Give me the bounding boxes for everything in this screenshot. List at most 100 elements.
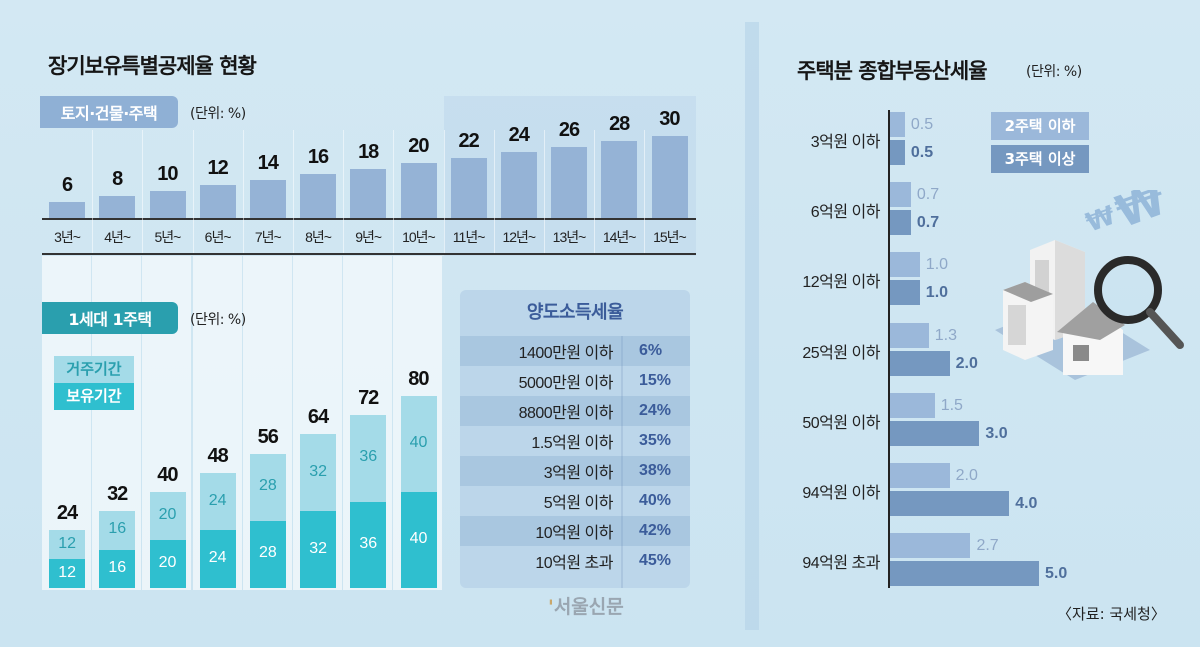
column-gridline <box>293 130 294 253</box>
column-gridline <box>192 130 194 253</box>
top-bar-value-label: 14 <box>257 151 279 174</box>
top-tick-label: 4년~ <box>104 229 131 245</box>
house-icon <box>1057 302 1125 375</box>
top-tick-label: 14년~ <box>602 229 637 245</box>
residence-period-bar <box>149 492 186 540</box>
holding-period-bar <box>199 530 236 588</box>
top-bar-value-label: 10 <box>157 162 178 185</box>
source-note: 〈자료: 국세청〉 <box>1057 605 1166 623</box>
three-houses-bar <box>890 210 911 236</box>
residence-period-bar <box>99 511 136 550</box>
two-houses-bar <box>890 392 935 418</box>
top-tick-label: 5년~ <box>154 229 181 245</box>
two-houses-value: 1.0 <box>925 256 949 274</box>
top-bar-value-label: 26 <box>558 118 580 141</box>
column-gridline <box>343 130 345 253</box>
tax-rate: 42% <box>639 522 672 539</box>
residence-period-bar <box>49 530 86 560</box>
column-gridline <box>594 130 596 253</box>
holding-value-label: 20 <box>158 554 177 571</box>
table-row: 10억원 초과 45% <box>460 546 690 576</box>
tax-bracket: 8800만원 이하 <box>518 405 614 422</box>
top-bar <box>400 163 437 218</box>
top-bar <box>350 168 387 218</box>
left-title: 장기보유특별공제율 현황 <box>48 54 257 78</box>
total-value-label: 48 <box>207 444 228 467</box>
table-row: 5억원 이하 40% <box>460 486 690 516</box>
tax-rate: 35% <box>639 432 672 449</box>
tax-rate: 15% <box>639 372 672 389</box>
three-houses-bar <box>890 350 950 376</box>
tax-bracket: 1.5억원 이하 <box>531 435 613 452</box>
holding-value-label: 40 <box>409 530 428 547</box>
two-houses-bar <box>890 182 911 208</box>
holding-period-bar <box>400 492 437 588</box>
top-bar <box>99 196 136 218</box>
tax-rate: 45% <box>639 552 672 569</box>
three-houses-value: 1.0 <box>925 284 949 302</box>
legend-residence: 거주기간 <box>54 356 134 383</box>
hbar-category-label: 3억원 이하 <box>810 134 881 151</box>
holding-value-label: 16 <box>108 558 127 576</box>
residence-value-label: 32 <box>309 462 327 480</box>
top-bar <box>651 136 688 218</box>
two-houses-bar <box>890 252 920 278</box>
top-bar <box>450 157 487 218</box>
hbar-category-label: 50억원 이하 <box>802 414 880 432</box>
residence-value-label: 36 <box>359 448 378 466</box>
legend-holding: 보유기간 <box>54 383 134 410</box>
h-axis-line <box>888 110 890 588</box>
magnifier-icon <box>1094 256 1184 349</box>
bottom-unit-label: (단위: %) <box>190 312 246 328</box>
tax-rate: 24% <box>639 402 672 419</box>
top-bar <box>300 174 337 218</box>
residence-value-label: 12 <box>58 534 76 552</box>
two-houses-bar <box>890 463 950 488</box>
hbar-category-label: 12억원 이하 <box>802 274 880 292</box>
top-bar <box>601 141 638 218</box>
top-bar-value-label: 8 <box>112 168 123 191</box>
column-gridline <box>242 130 244 253</box>
residence-value-label: 20 <box>158 506 177 523</box>
top-unit-label: (단위: %) <box>190 106 246 122</box>
top-bar-value-label: 28 <box>609 113 630 136</box>
top-tick-label: 10년~ <box>402 229 436 245</box>
table-row: 1.5억원 이하 35% <box>460 426 690 456</box>
table-row: 1400만원 이하 6% <box>460 336 690 366</box>
total-value-label: 56 <box>257 425 279 448</box>
quote-mark-icon: ' <box>548 596 554 618</box>
three-houses-bar <box>890 561 1039 587</box>
top-bar-value-label: 24 <box>508 124 530 147</box>
top-bar <box>500 152 537 218</box>
top-tick-label: 8년~ <box>305 229 332 245</box>
top-bar-value-label: 18 <box>358 140 379 163</box>
residence-period-bar <box>300 434 337 512</box>
holding-value-label: 12 <box>58 563 76 581</box>
two-houses-value: 2.7 <box>976 537 999 555</box>
holding-value-label: 32 <box>309 539 327 557</box>
residence-value-label: 40 <box>409 434 428 451</box>
tax-bracket: 5억원 이하 <box>543 495 614 512</box>
tax-bracket: 1400만원 이하 <box>518 345 614 362</box>
three-houses-bar <box>890 140 905 165</box>
table-row: 3억원 이하 38% <box>460 456 690 486</box>
holding-value-label: 24 <box>208 549 227 567</box>
holding-value-label: 28 <box>258 544 277 562</box>
top-bar-value-label: 6 <box>61 173 73 196</box>
tax-bracket: 10억원 이하 <box>535 525 613 542</box>
table-row: 10억원 이하 42% <box>460 516 690 546</box>
total-value-label: 72 <box>358 387 379 410</box>
two-houses-value: 0.5 <box>910 116 934 133</box>
top-bar-value-label: 22 <box>458 129 479 152</box>
top-bar <box>149 190 186 218</box>
total-value-label: 64 <box>307 406 329 429</box>
top-bar <box>249 179 286 218</box>
holding-period-bar <box>350 501 387 588</box>
three-houses-value: 0.5 <box>910 144 934 161</box>
hbar-category-label: 6억원 이하 <box>810 204 881 222</box>
top-bar-value-label: 12 <box>207 157 228 180</box>
top-bar <box>551 146 588 218</box>
top-bar-value-label: 30 <box>659 108 680 130</box>
hbar-category-label: 94억원 초과 <box>802 555 880 573</box>
legend-three-houses: 3주택 이상 <box>991 145 1089 173</box>
